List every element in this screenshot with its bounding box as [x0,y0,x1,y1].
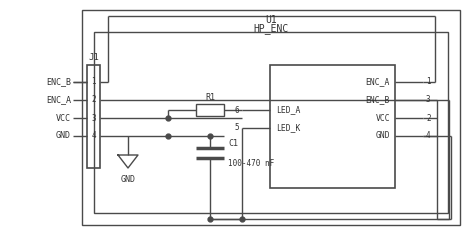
Text: GND: GND [120,176,136,184]
Text: ENC_B: ENC_B [365,96,390,105]
Text: 6: 6 [234,105,239,114]
Text: 1: 1 [91,77,96,87]
Bar [196,104,224,116]
Text: 3: 3 [426,96,430,105]
Text: J1: J1 [88,53,99,61]
Text: 2: 2 [91,96,96,105]
Text: VCC: VCC [56,114,71,123]
Text: LED_A: LED_A [276,105,301,114]
Text: R1: R1 [205,94,215,102]
Bar [87,65,100,168]
Text: U1: U1 [265,15,277,25]
Text: HP_ENC: HP_ENC [254,23,289,34]
Text: VCC: VCC [375,114,390,123]
Text: 4: 4 [426,132,430,141]
Text: ENC_A: ENC_A [46,96,71,105]
Text: C1: C1 [228,138,238,147]
Text: GND: GND [56,132,71,141]
Text: 1: 1 [426,77,430,87]
Text: ENC_B: ENC_B [46,77,71,87]
Text: 4: 4 [91,132,96,141]
Text: 2: 2 [426,114,430,123]
Text: LED_K: LED_K [276,123,301,132]
Bar [270,65,395,188]
Text: ENC_A: ENC_A [365,77,390,87]
Text: GND: GND [375,132,390,141]
Bar [94,32,448,213]
Text: 5: 5 [234,123,239,132]
Text: 100-470 nF: 100-470 nF [228,159,274,168]
Text: 3: 3 [91,114,96,123]
Bar [82,10,460,225]
